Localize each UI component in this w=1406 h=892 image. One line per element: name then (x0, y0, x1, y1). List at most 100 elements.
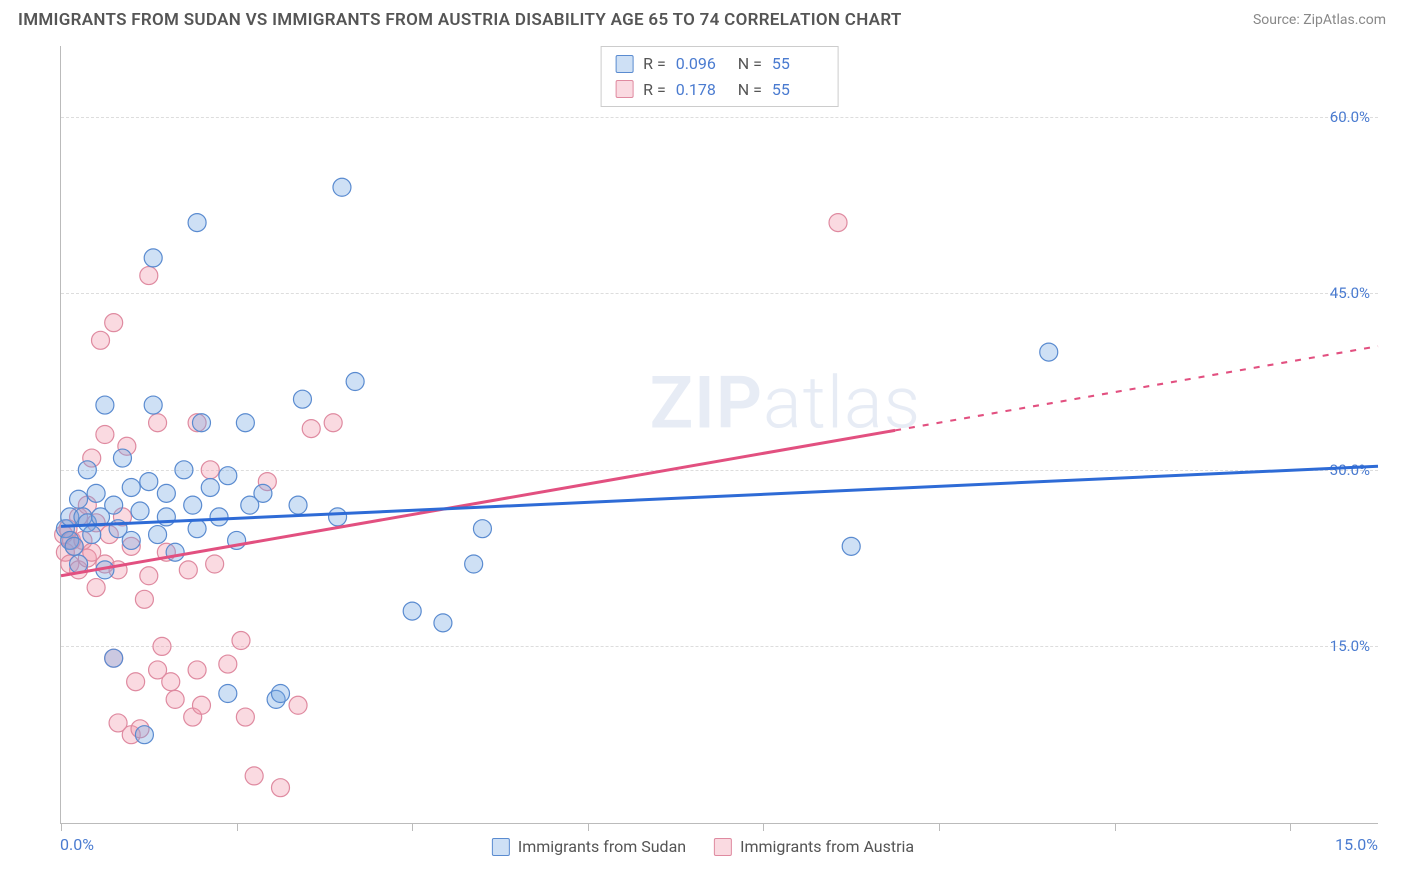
scatter-point (289, 696, 307, 714)
scatter-point (113, 449, 131, 467)
chart-container: Disability Age 65 to 74 R =0.096N =55R =… (18, 40, 1388, 874)
n-value: 55 (772, 51, 824, 77)
series-legend-item: Immigrants from Austria (714, 837, 914, 856)
scatter-point (219, 685, 237, 703)
scatter-point (70, 490, 88, 508)
x-tick (412, 823, 413, 831)
scatter-point (140, 267, 158, 285)
n-value: 55 (772, 77, 824, 103)
scatter-point (166, 690, 184, 708)
scatter-point (333, 178, 351, 196)
scatter-point (166, 543, 184, 561)
series-legend-label: Immigrants from Austria (740, 837, 914, 856)
x-tick (1115, 823, 1116, 831)
scatter-point (144, 396, 162, 414)
scatter-point (105, 314, 123, 332)
scatter-point (210, 508, 228, 526)
scatter-point (78, 461, 96, 479)
series-legend-label: Immigrants from Sudan (518, 837, 686, 856)
chart-title: IMMIGRANTS FROM SUDAN VS IMMIGRANTS FROM… (18, 10, 902, 30)
scatter-point (157, 484, 175, 502)
r-value: 0.178 (676, 77, 728, 103)
scatter-point (153, 637, 171, 655)
scatter-point (324, 414, 342, 432)
scatter-point (184, 496, 202, 514)
scatter-point (175, 461, 193, 479)
scatter-point (403, 602, 421, 620)
legend-swatch (492, 838, 510, 856)
n-label: N = (738, 77, 762, 103)
scatter-point (346, 373, 364, 391)
trend-line-extrapolated (895, 346, 1378, 430)
x-axis-min-label: 0.0% (60, 835, 94, 854)
scatter-point (219, 467, 237, 485)
scatter-point (289, 496, 307, 514)
r-label: R = (643, 51, 666, 77)
scatter-point (465, 555, 483, 573)
scatter-point (245, 767, 263, 785)
scatter-point (329, 508, 347, 526)
scatter-point (434, 614, 452, 632)
r-label: R = (643, 77, 666, 103)
r-value: 0.096 (676, 51, 728, 77)
scatter-point (293, 390, 311, 408)
plot-area: R =0.096N =55R =0.178N =55 ZIPatlas 15.0… (60, 46, 1378, 824)
series-legend-item: Immigrants from Sudan (492, 837, 686, 856)
legend-swatch (615, 80, 633, 98)
scatter-point (131, 502, 149, 520)
scatter-point (135, 590, 153, 608)
scatter-point (302, 420, 320, 438)
plot-svg (61, 46, 1378, 823)
x-tick (1290, 823, 1291, 831)
scatter-point (192, 414, 210, 432)
scatter-point (149, 414, 167, 432)
scatter-point (144, 249, 162, 267)
scatter-point (201, 478, 219, 496)
scatter-point (179, 561, 197, 579)
scatter-point (842, 537, 860, 555)
scatter-point (206, 555, 224, 573)
scatter-point (96, 426, 114, 444)
scatter-point (87, 579, 105, 597)
scatter-point (65, 537, 83, 555)
scatter-point (232, 632, 250, 650)
scatter-point (127, 673, 145, 691)
scatter-point (92, 331, 110, 349)
scatter-point (96, 396, 114, 414)
scatter-point (188, 520, 206, 538)
x-tick (763, 823, 764, 831)
scatter-point (1040, 343, 1058, 361)
x-axis-max-label: 15.0% (1335, 835, 1378, 854)
legend-swatch (615, 55, 633, 73)
series-legend: Immigrants from Sudan Immigrants from Aus… (492, 837, 914, 856)
scatter-point (192, 696, 210, 714)
correlation-legend-row: R = 0.096 N = 55 (615, 51, 824, 77)
scatter-point (254, 484, 272, 502)
scatter-point (201, 461, 219, 479)
scatter-point (83, 526, 101, 544)
scatter-point (87, 484, 105, 502)
scatter-point (272, 779, 290, 797)
scatter-point (140, 567, 158, 585)
scatter-point (272, 685, 290, 703)
x-tick (939, 823, 940, 831)
scatter-point (473, 520, 491, 538)
scatter-point (162, 673, 180, 691)
scatter-point (829, 214, 847, 232)
x-tick (588, 823, 589, 831)
scatter-point (105, 649, 123, 667)
scatter-point (105, 496, 123, 514)
x-tick (237, 823, 238, 831)
scatter-point (236, 414, 254, 432)
scatter-point (135, 726, 153, 744)
scatter-point (122, 531, 140, 549)
scatter-point (140, 473, 158, 491)
n-label: N = (738, 51, 762, 77)
scatter-point (149, 526, 167, 544)
scatter-point (188, 661, 206, 679)
legend-swatch (714, 838, 732, 856)
source-attribution: Source: ZipAtlas.com (1253, 12, 1386, 28)
scatter-point (236, 708, 254, 726)
correlation-legend: R = 0.096 N = 55 R = 0.178 N = 55 (600, 46, 839, 107)
correlation-legend-row: R = 0.178 N = 55 (615, 77, 824, 103)
